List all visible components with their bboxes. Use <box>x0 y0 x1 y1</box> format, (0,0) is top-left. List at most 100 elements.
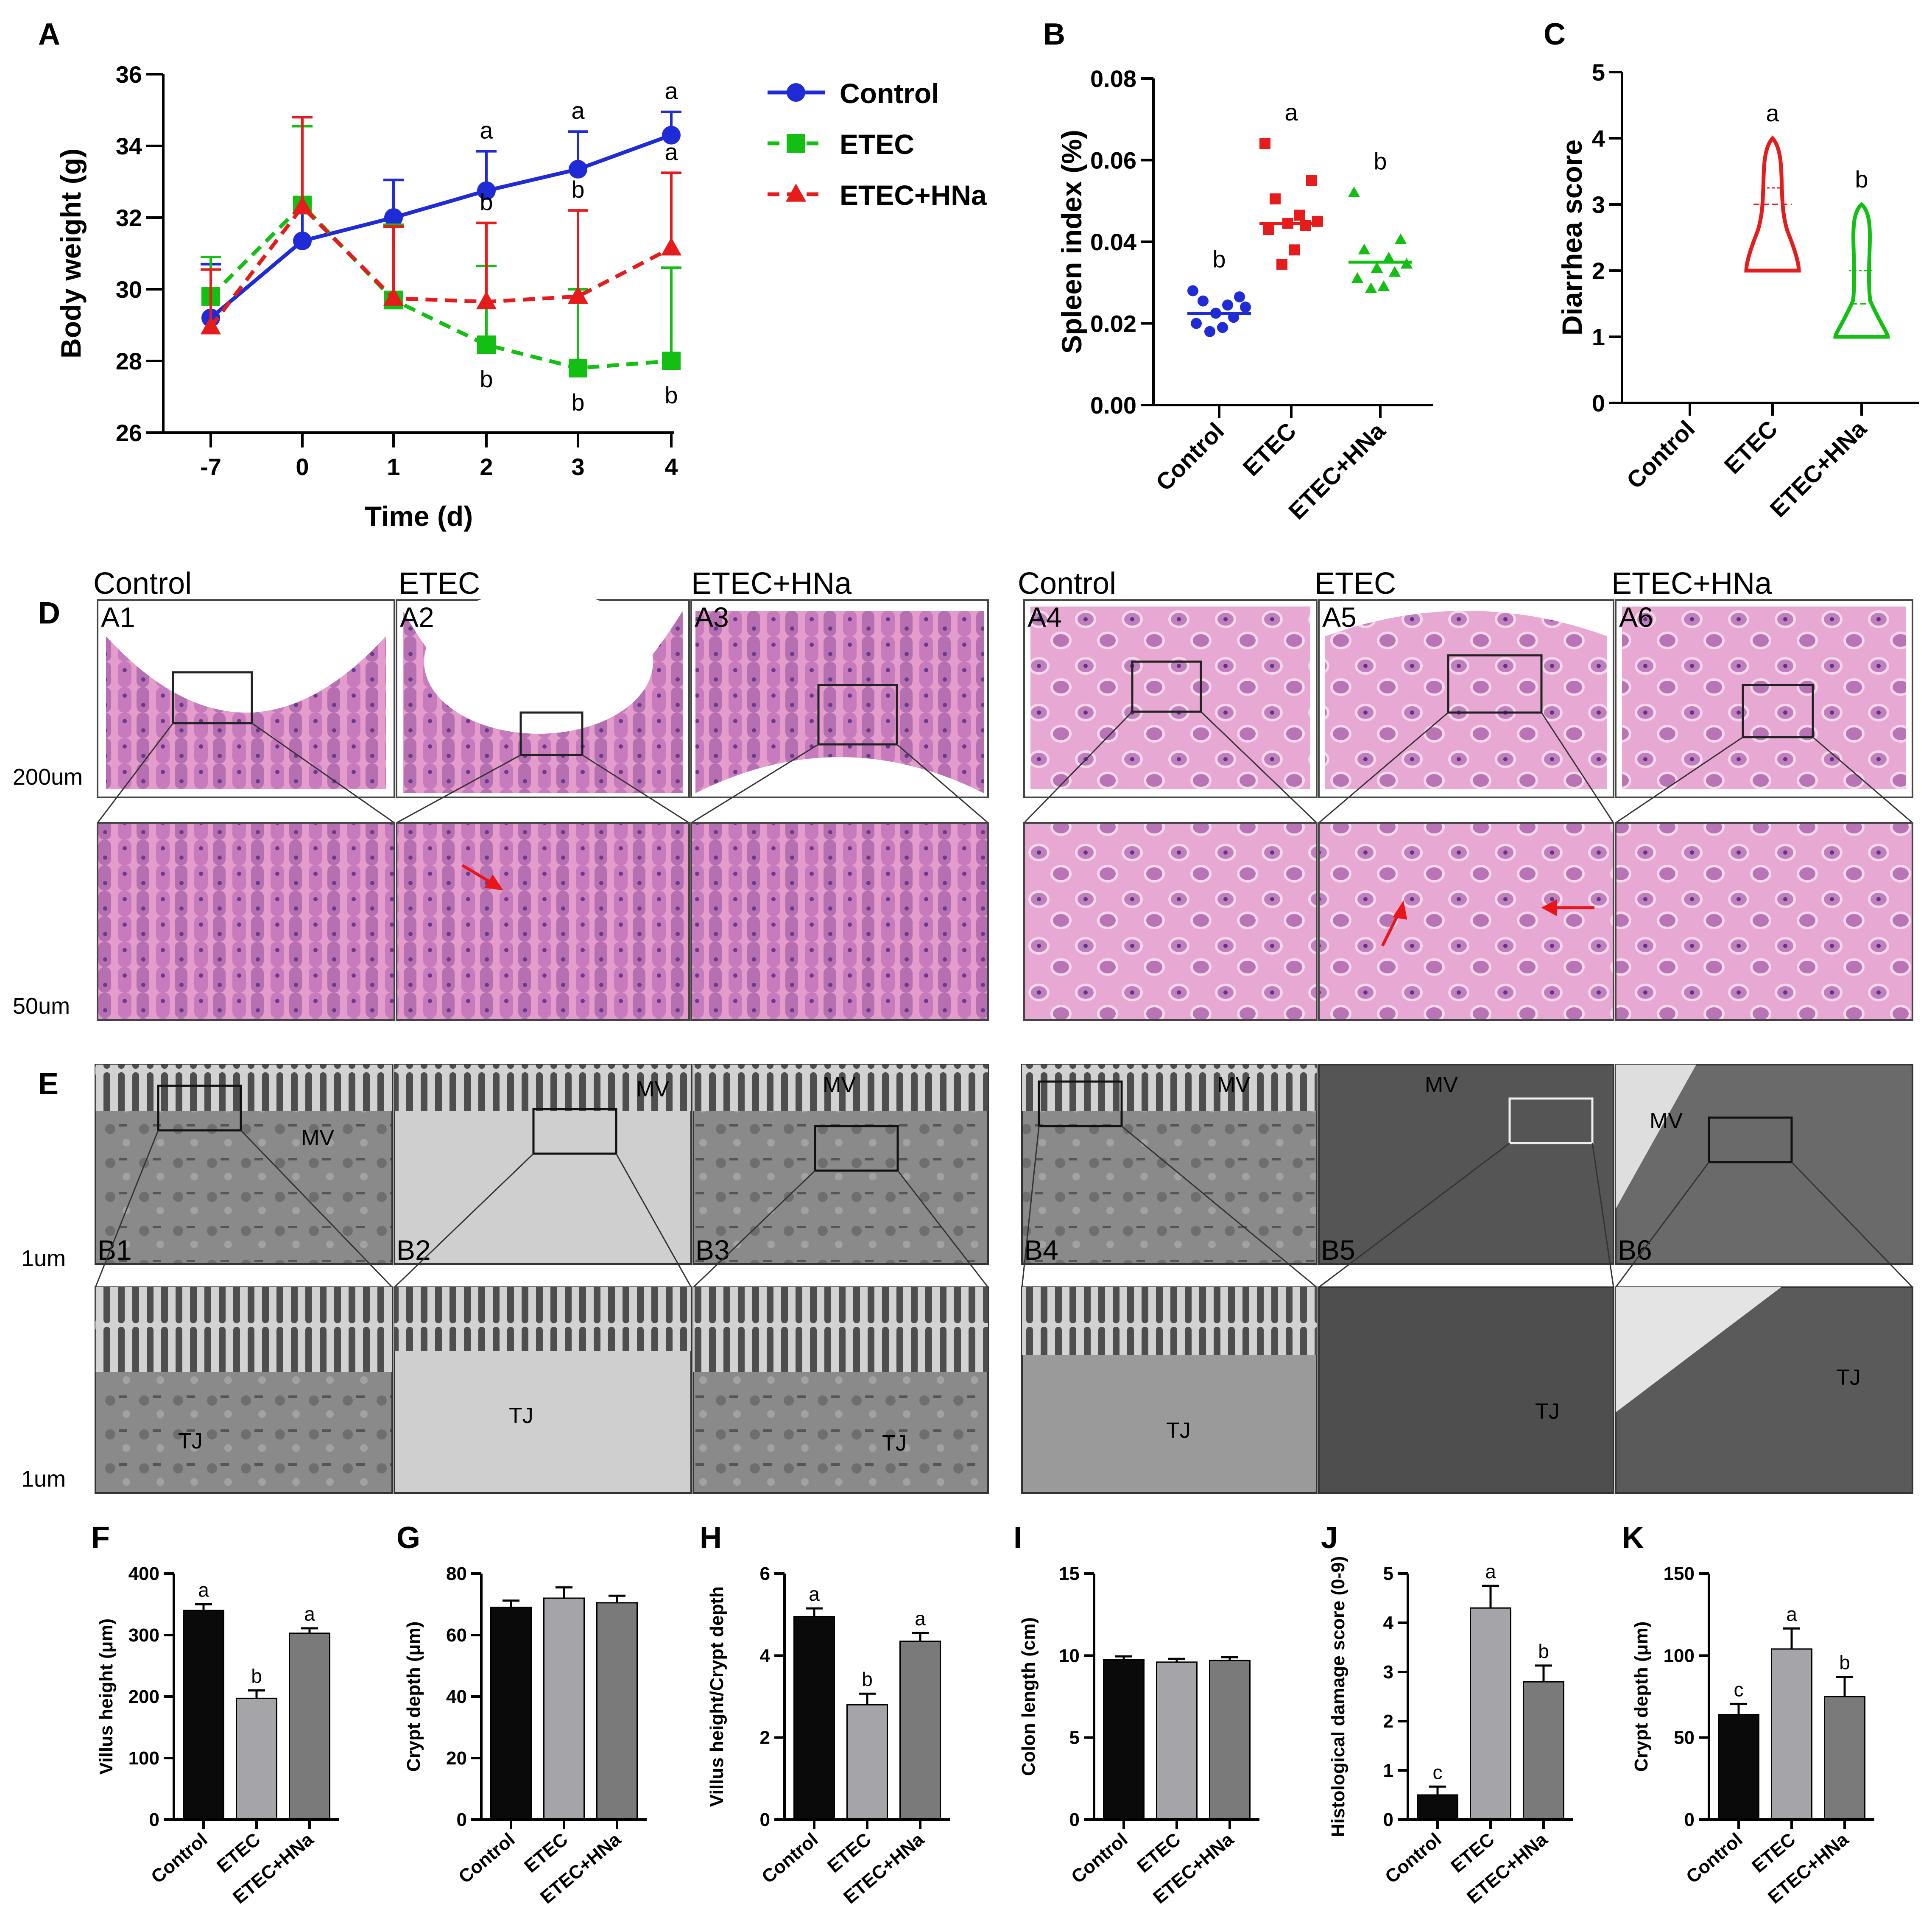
histology-image: A2 <box>396 590 690 798</box>
panel-letter-f: F <box>91 1521 110 1555</box>
series-control: b <box>1187 246 1251 337</box>
data-point <box>567 285 589 304</box>
y-tick-label: 5 <box>1383 1563 1393 1584</box>
letter-etec-hna: a <box>664 138 678 165</box>
panel-letters: A B C D E F G H I J K <box>38 17 1644 1555</box>
tj-label: TJ <box>509 1403 533 1428</box>
series-etec-hna <box>200 116 682 335</box>
data-point <box>1306 175 1317 186</box>
bar <box>1417 1794 1458 1820</box>
histology-image: A5 <box>1318 599 1614 798</box>
y-tick-label: 2 <box>760 1728 770 1748</box>
tem-image-label: B5 <box>1321 1234 1355 1266</box>
series-line <box>209 133 672 320</box>
y-tick-label: 50 <box>1674 1728 1695 1748</box>
y-tick-label: 26 <box>116 419 142 446</box>
data-point <box>785 183 807 202</box>
letter-etec: b <box>664 382 678 408</box>
panel-letter-g: G <box>396 1521 420 1555</box>
tj-label: TJ <box>1166 1418 1191 1443</box>
bar <box>1824 1696 1865 1820</box>
data-point <box>569 159 587 179</box>
data-point <box>1234 291 1245 302</box>
data-point <box>1358 243 1371 254</box>
y-tick-label: 10 <box>1059 1645 1080 1666</box>
y-tick-label: 4 <box>1592 125 1605 152</box>
data-point <box>787 134 805 153</box>
y-tick-label: 0.08 <box>1090 65 1136 92</box>
histology-scale-top: 200um <box>13 764 83 790</box>
x-tick-label: ETEC+HNa <box>1764 415 1872 522</box>
data-point <box>662 352 681 370</box>
y-tick-label: 0 <box>1069 1809 1080 1830</box>
data-point <box>477 335 496 354</box>
mv-label: MV <box>636 1077 669 1101</box>
tem-image-label: B4 <box>1024 1234 1058 1266</box>
significance-letter: b <box>1374 148 1387 175</box>
histology-group-label: ETEC+HNa <box>1611 567 1772 601</box>
y-tick-label: 100 <box>128 1748 159 1769</box>
y-tick-label: 15 <box>1059 1563 1080 1584</box>
data-point <box>1394 233 1407 244</box>
letter-control: a <box>664 78 678 104</box>
data-point <box>569 358 587 377</box>
tem-zoom-image: TJ <box>1615 1286 1913 1494</box>
letter-control: a <box>571 97 585 124</box>
histology-zoom-image <box>396 822 690 1021</box>
histology-zoom-image <box>1023 822 1318 1021</box>
y-tick-label: 40 <box>446 1686 467 1707</box>
data-point <box>1377 280 1390 291</box>
tem-image: MV B4 <box>1021 1064 1318 1266</box>
data-point <box>1198 295 1209 307</box>
significance-letter: c <box>1734 1678 1744 1700</box>
tem-zoom-image: TJ <box>1021 1286 1318 1494</box>
y-axis-title: Villus height/Crypt depth <box>706 1586 727 1807</box>
histology-image: A3 <box>690 599 989 798</box>
x-tick-label: Control <box>1067 1829 1131 1887</box>
data-point <box>1204 326 1215 337</box>
y-tick-label: 60 <box>446 1625 467 1646</box>
mv-label: MV <box>1425 1073 1458 1097</box>
zoom-guides <box>95 1125 1913 1288</box>
data-point <box>1276 258 1287 270</box>
significance-letter: a <box>198 1579 209 1601</box>
y-tick-label: 6 <box>760 1563 770 1584</box>
bar <box>793 1616 835 1820</box>
data-point <box>1191 318 1202 329</box>
data-point <box>1294 210 1305 221</box>
x-tick-label: Control <box>1381 1829 1445 1887</box>
y-tick-label: 0.06 <box>1090 147 1136 174</box>
significance-letter: a <box>1485 1560 1496 1582</box>
y-tick-label: 30 <box>116 276 142 303</box>
data-point <box>384 208 403 227</box>
significance-letter: b <box>1538 1640 1549 1662</box>
violin-shape <box>1833 201 1890 339</box>
histology-image: A4 <box>1023 599 1318 798</box>
y-tick-label: 0.04 <box>1090 229 1136 255</box>
y-axis-title: Villus height (μm) <box>96 1619 117 1775</box>
letter-etec: b <box>571 389 584 416</box>
tem-panel: 1um 1um MV B1 MV B2 MV B3 MV <box>21 1064 1913 1494</box>
letter-etec-hna: b <box>571 176 584 203</box>
x-tick-label: Control <box>1682 1829 1746 1887</box>
tem-image-label: B3 <box>695 1234 730 1266</box>
histology-image: A1 <box>97 599 395 798</box>
data-point <box>293 231 312 250</box>
y-tick-label: 150 <box>1664 1563 1695 1584</box>
data-point <box>1388 266 1401 277</box>
x-tick-label: 3 <box>571 453 584 480</box>
histology-group-label: ETEC <box>1315 567 1396 601</box>
panel-letter-k: K <box>1622 1521 1644 1555</box>
y-axis-title: Diarrhea score <box>1556 140 1588 335</box>
significance-letter: b <box>1855 166 1868 193</box>
x-tick-label: 1 <box>387 453 400 480</box>
x-tick-label: Control <box>147 1829 211 1887</box>
significance-letter: a <box>915 1608 926 1630</box>
x-tick-label: ETEC <box>1237 417 1301 481</box>
histology-image: A6 <box>1615 599 1913 798</box>
x-tick-label: Control <box>1150 417 1229 496</box>
data-point <box>1270 193 1281 204</box>
